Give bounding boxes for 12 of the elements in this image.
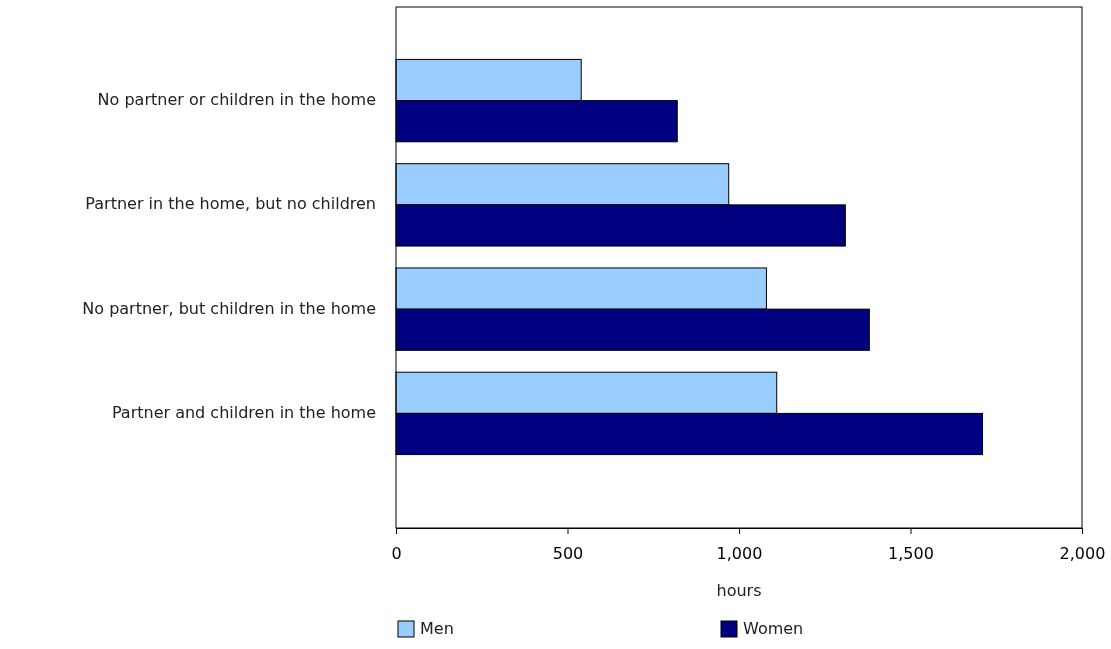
y-tick-label: Partner in the home, but no children <box>85 194 376 214</box>
legend-label: Women <box>743 618 804 638</box>
y-tick-label: No partner, but children in the home <box>82 298 376 318</box>
y-tick-label: No partner or children in the home <box>97 90 376 110</box>
legend-label: Men <box>420 618 454 638</box>
x-axis-title: hours <box>716 581 762 600</box>
x-tick-label: 500 <box>552 544 584 564</box>
x-tick-label: 1,500 <box>888 544 934 564</box>
x-tick-label: 1,000 <box>716 544 763 564</box>
y-tick-label: Partner and children in the home <box>111 402 376 422</box>
x-tick-label: 2,000 <box>1059 544 1106 564</box>
x-tick-label: 0 <box>391 544 402 564</box>
